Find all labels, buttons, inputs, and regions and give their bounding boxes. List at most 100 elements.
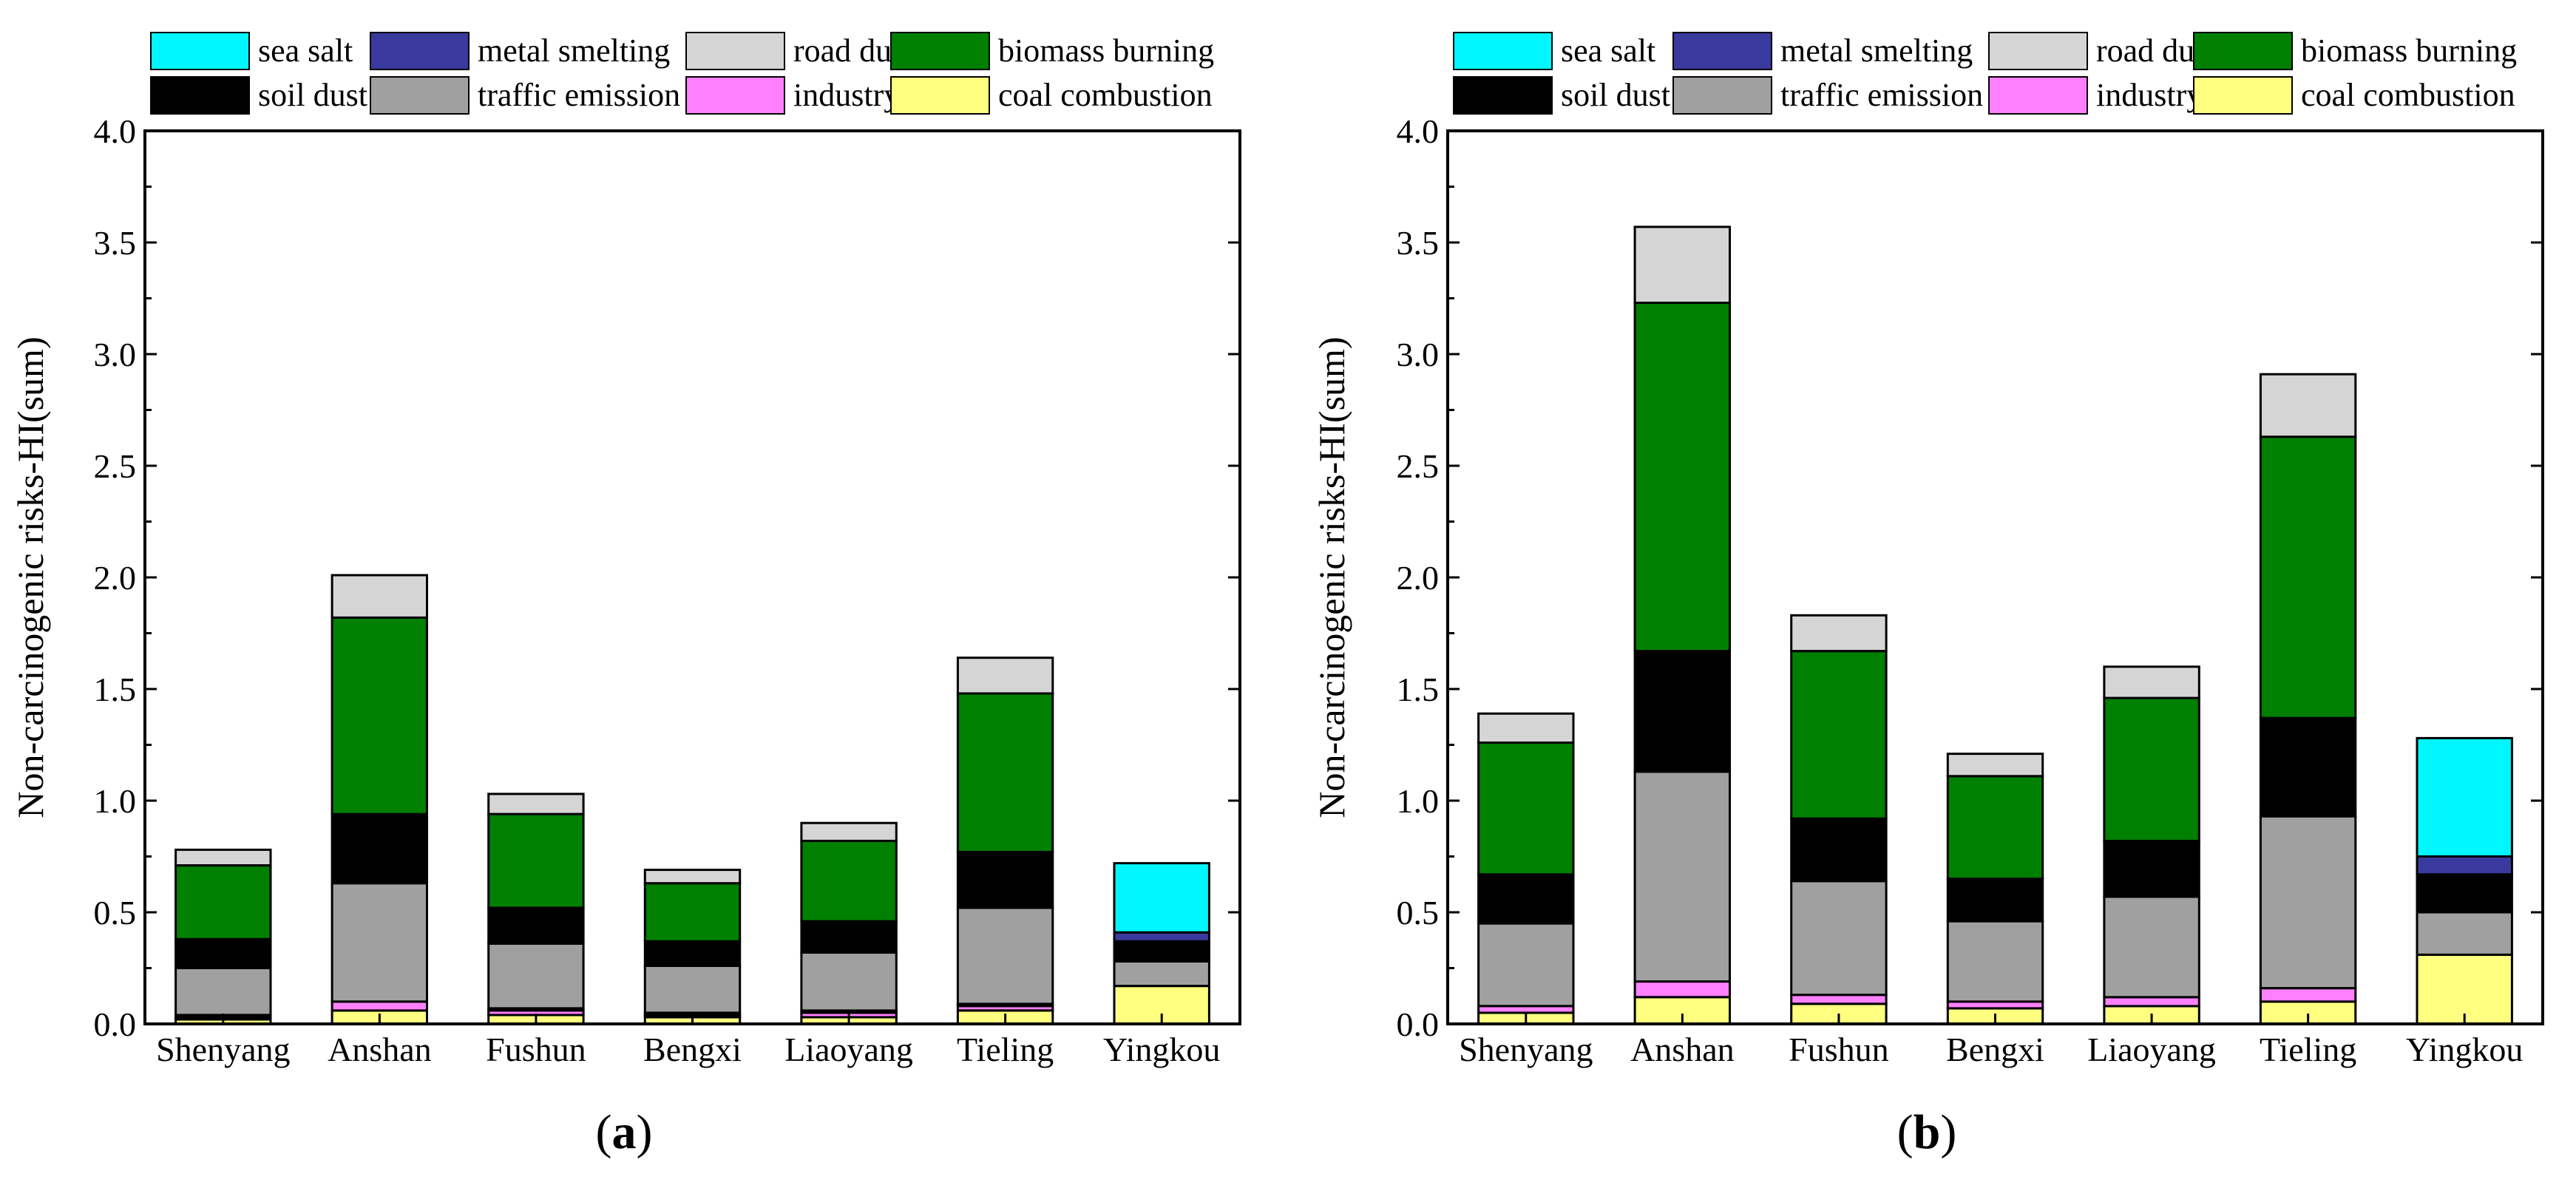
y-tick-label: 2.5 [94,447,137,485]
y-tick-label: 0.5 [94,894,137,932]
legend-label-traffic-emission: traffic emission [478,77,680,113]
bar-liaoyang-biomass-burning-5 [2103,696,2200,842]
bar-anshan-traffic-emission-3 [331,882,428,1003]
bar-stack-tieling [2259,373,2357,1025]
bar-fushun-soil-dust-3 [1790,817,1888,883]
legend-label-soil-dust: soil dust [258,77,367,113]
bar-shenyang-road-dust-8 [174,848,272,867]
bar-yingkou-soil-dust-3 [2416,873,2513,914]
bar-tieling-soil-dust-4 [956,851,1054,909]
y-tick-label: 1.0 [1397,782,1440,820]
bar-tieling-road-dust-8 [956,656,1054,695]
bar-liaoyang-soil-dust-3 [2103,839,2200,898]
bar-stack-bengxi [1946,753,2044,1025]
bar-fushun-biomass-burning-5 [1790,650,1888,820]
y-axis-label: Non-carcinogenic risks-HI(sum) [10,336,51,818]
bar-anshan-road-dust-8 [331,574,428,619]
bar-bengxi-road-dust-8 [643,869,742,885]
bar-liaoyang-road-dust-7 [2103,665,2200,699]
y-tick-label: 3.5 [1397,224,1440,262]
legend-swatch-biomass-burning [890,32,990,70]
y-tick-label: 1.0 [94,782,137,820]
legend-item-road-dust: road dust [1988,32,2217,70]
legend-item-soil-dust: soil dust [1453,76,1670,115]
bars [1477,225,2513,1025]
bar-fushun-traffic-emission-2 [1790,880,1888,997]
y-axis: 0.0 0.5 1.0 1.5 2.0 2.5 3.0 3.5 4.0 [1397,112,2543,1043]
legend-label-biomass-burning: biomass burning [2301,33,2517,69]
bar-bengxi-traffic-emission-3 [643,965,742,1014]
bar-yingkou-traffic-emission-3 [1113,960,1210,988]
x-tick-label-anshan: Anshan [1630,1031,1735,1068]
bar-tieling-biomass-burning-5 [2259,435,2357,719]
bar-bengxi-biomass-burning-5 [1946,775,2044,880]
x-tick-label-tieling: Tieling [957,1031,1054,1068]
legend-label-traffic-emission: traffic emission [1780,77,1983,113]
bar-yingkou-sea-salt-6 [2416,736,2513,858]
bar-yingkou-soil-dust-4 [1113,940,1210,963]
legend-label-metal-smelting: metal smelting [1780,33,1973,69]
bar-yingkou-coal-combustion-0 [2416,953,2513,1025]
bar-tieling-biomass-burning-6 [956,692,1054,853]
x-tick-label-shenyang: Shenyang [1459,1031,1593,1068]
legend-item-metal-smelting: metal smelting [370,32,670,70]
bar-stack-fushun [487,793,585,1025]
legend-label-sea-salt: sea salt [258,33,353,69]
legend-swatch-coal-combustion [2193,76,2293,115]
y-tick-label: 4.0 [94,112,137,150]
bar-shenyang-road-dust-7 [1477,712,1575,744]
legend-swatch-sea-salt [150,32,250,70]
legend-item-sea-salt: sea salt [1453,32,1655,70]
x-tick-label-yingkou: Yingkou [1103,1031,1220,1068]
bar-yingkou-traffic-emission-2 [2416,911,2513,956]
bar-stack-fushun [1790,614,1888,1025]
y-tick-label: 4.0 [1397,112,1440,150]
bar-shenyang-traffic-emission-2 [1477,922,1575,1008]
x-axis: Shenyang Anshan Fushun Bengxi Liaoyang Tielin… [1459,1014,2523,1068]
y-tick-label: 2.0 [1397,559,1440,597]
legend-swatch-metal-smelting [370,32,470,70]
bar-anshan-biomass-burning-5 [1633,302,1732,653]
x-tick-label-anshan: Anshan [328,1031,432,1068]
x-tick-label-fushun: Fushun [486,1031,586,1068]
bar-tieling-soil-dust-3 [2259,716,2357,818]
legend-swatch-road-dust [1988,32,2088,70]
legend-swatch-soil-dust [1453,76,1553,115]
legend-item-traffic-emission: traffic emission [370,76,680,115]
bar-yingkou-metal-smelting-5 [1113,931,1210,943]
legend-item-coal-combustion: coal combustion [2193,76,2515,115]
legend-label-soil-dust: soil dust [1561,77,1670,113]
x-axis: Shenyang Anshan Fushun Bengxi Liaoyang Tielin… [156,1014,1220,1068]
bar-stack-tieling [956,656,1054,1025]
x-tick-label-liaoyang: Liaoyang [2087,1031,2216,1068]
bar-liaoyang-biomass-burning-6 [800,839,898,923]
legend-label-coal-combustion: coal combustion [998,77,1213,113]
x-tick-label-bengxi: Bengxi [643,1031,742,1068]
x-tick-label-shenyang: Shenyang [156,1031,290,1068]
bar-fushun-road-dust-7 [1790,614,1888,653]
y-axis-label: Non-carcinogenic risks-HI(sum) [1311,336,1352,818]
legend-item-biomass-burning: biomass burning [890,32,1214,70]
bar-fushun-soil-dust-4 [487,906,585,945]
legend: sea salt metal smelting road dust biomass b… [150,32,1214,115]
legend-label-industry: industry [2096,77,2203,113]
y-tick-label: 3.0 [94,336,137,373]
y-tick-label: 2.5 [1397,447,1440,485]
bar-stack-shenyang [174,848,272,1025]
bar-shenyang-soil-dust-3 [1477,873,1575,925]
bar-fushun-biomass-burning-6 [487,812,585,909]
bar-yingkou-metal-smelting-4 [2416,855,2513,876]
y-tick-label: 1.5 [1397,671,1440,708]
panel-a: sea salt metal smelting road dust biomass b… [10,32,1241,1068]
bar-stack-liaoyang [2103,665,2200,1025]
y-tick-label: 2.0 [94,559,137,597]
bar-liaoyang-traffic-emission-2 [2103,895,2200,999]
legend-swatch-metal-smelting [1672,32,1772,70]
bar-stack-shenyang [1477,712,1575,1025]
legend-swatch-coal-combustion [890,76,990,115]
bar-shenyang-biomass-burning-6 [174,864,272,940]
bar-bengxi-soil-dust-3 [1946,878,2044,923]
bar-fushun-industry-1 [1790,994,1888,1005]
bar-anshan-road-dust-7 [1633,225,1732,305]
panel-b: sea salt metal smelting road dust biomass b… [1311,32,2544,1068]
